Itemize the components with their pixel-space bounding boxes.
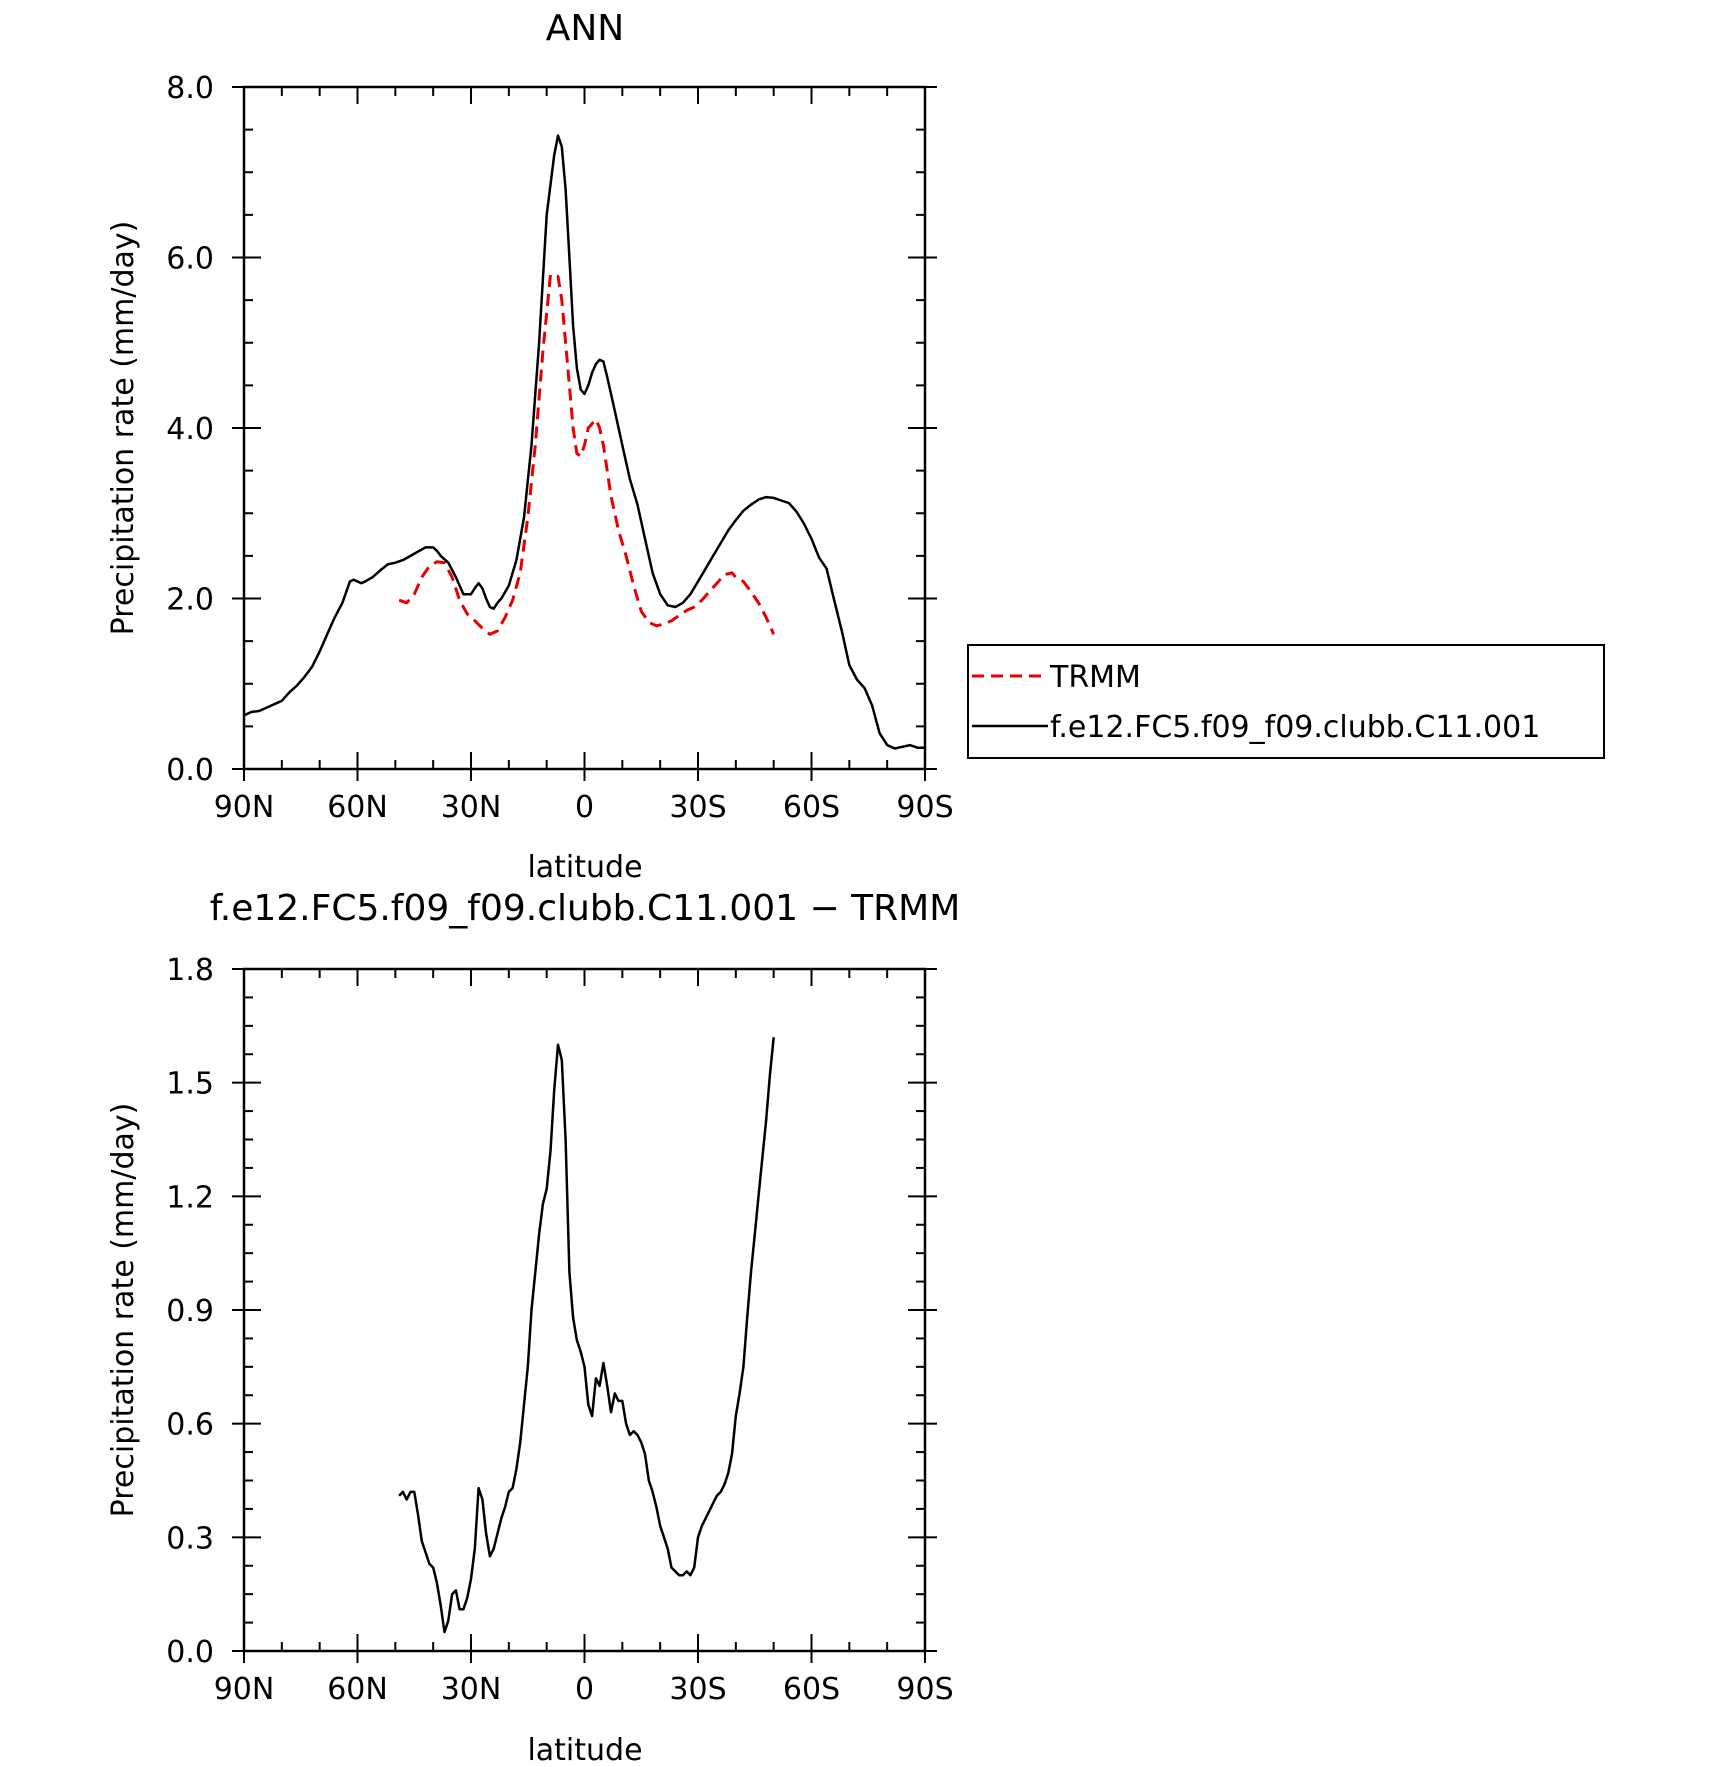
top-x-tick-labels: 90N 60N 30N 0 30S 60S 90S: [214, 790, 954, 825]
x-tick-label: 90S: [896, 790, 953, 825]
top-chart-title: ANN: [546, 8, 625, 49]
bottom-x-axis-label: latitude: [527, 1733, 642, 1767]
x-tick-label: 0: [575, 1672, 594, 1707]
x-tick-label: 60N: [327, 790, 388, 825]
legend-box: [967, 644, 1605, 759]
bottom-y-tick-labels: 0.0 0.3 0.6 0.9 1.2 1.5 1.8: [166, 953, 214, 1670]
bottom-y-axis-label: Precipitation rate (mm/day): [106, 1103, 141, 1518]
y-tick-label: 0.6: [166, 1408, 214, 1443]
series-line-trmm: [398, 273, 776, 636]
x-tick-label: 30S: [669, 1672, 726, 1707]
series-line-difference: [398, 1037, 775, 1634]
legend-label-trmm: TRMM: [1049, 660, 1141, 695]
x-tick-label: 90N: [214, 1672, 275, 1707]
top-ticks: [232, 86, 937, 781]
y-tick-label: 6.0: [166, 242, 214, 277]
bottom-chart-title: f.e12.FC5.f09_f09.clubb.C11.001 − TRMM: [210, 888, 961, 929]
top-y-tick-labels: 0.0 2.0 4.0 6.0 8.0: [166, 71, 214, 788]
panel-top: ANN 90N 60N 30N 0 30S 60S 90S 0.02.04.06.08.0 …: [106, 8, 954, 885]
y-tick-label: 1.5: [166, 1067, 214, 1102]
y-tick-label: 0.3: [166, 1521, 214, 1556]
bottom-series: [398, 1037, 775, 1634]
y-tick-label: 1.8: [166, 953, 214, 988]
top-x-axis-label: latitude: [527, 850, 642, 885]
legend: TRMM f.e12.FC5.f09_f09.clubb.C11.001: [967, 644, 1605, 759]
top-plot-frame: [242, 85, 927, 771]
y-tick-label: 0.0: [166, 1635, 214, 1670]
y-tick-label: 0.0: [166, 753, 214, 788]
series-line-f-e12-fc5-f09-f09-clubb-c11-001: [243, 134, 925, 750]
bottom-plot-frame: [242, 967, 927, 1653]
x-tick-label: 60N: [327, 1672, 388, 1707]
x-tick-label: 0: [575, 790, 594, 825]
y-tick-label: 4.0: [166, 412, 214, 447]
panel-bottom: f.e12.FC5.f09_f09.clubb.C11.001 − TRMM 9…: [106, 888, 960, 1767]
x-tick-label: 90S: [896, 1672, 953, 1707]
top-y-axis-label: Precipitation rate (mm/day): [106, 221, 141, 636]
y-tick-label: 1.2: [166, 1180, 214, 1215]
legend-label-model: f.e12.FC5.f09_f09.clubb.C11.001: [1050, 710, 1540, 745]
y-tick-label: 2.0: [166, 583, 214, 618]
bottom-x-tick-labels: 90N 60N 30N 0 30S 60S 90S: [214, 1672, 954, 1707]
x-tick-label: 60S: [783, 790, 840, 825]
bottom-ticks: [232, 968, 937, 1663]
x-tick-label: 90N: [214, 790, 275, 825]
x-tick-label: 30N: [441, 1672, 502, 1707]
x-tick-label: 30S: [669, 790, 726, 825]
x-tick-label: 30N: [441, 790, 502, 825]
y-tick-label: 8.0: [166, 71, 214, 106]
y-tick-label: 0.9: [166, 1294, 214, 1329]
x-tick-label: 60S: [783, 1672, 840, 1707]
top-series: [243, 134, 925, 750]
